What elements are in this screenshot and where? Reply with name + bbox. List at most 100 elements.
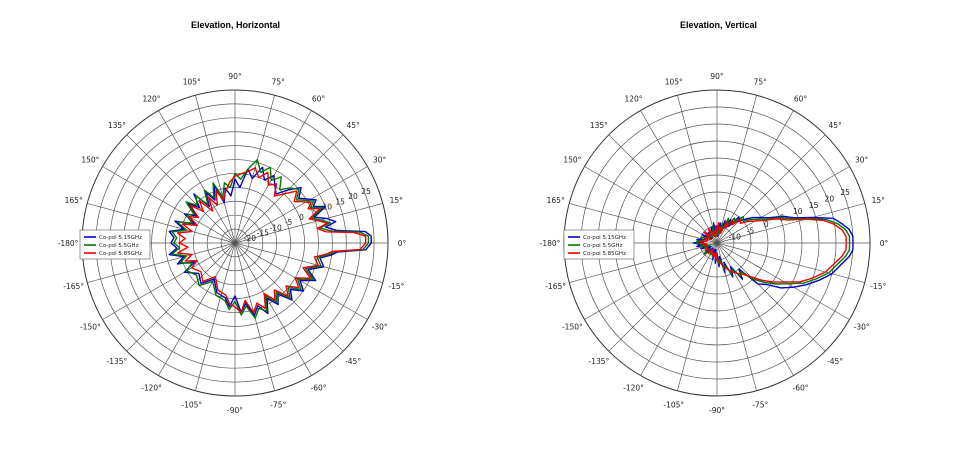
grid-spoke — [234, 95, 275, 244]
angle-tick-label: -120° — [623, 384, 644, 393]
legend-label: Co-pol 5.15GHz — [583, 235, 626, 241]
grid-spoke — [716, 242, 850, 320]
legend: Co-pol 5.15GHz Co-pol 5.5GHz Co-pol 5.85GH… — [79, 229, 151, 260]
angle-tick-label: -165° — [545, 282, 566, 291]
angle-tick-label: -60° — [793, 384, 809, 393]
angle-tick-label: 135° — [108, 121, 126, 130]
radial-tick-label: 0 — [764, 220, 769, 229]
angle-tick-label: -180° — [58, 239, 79, 248]
angle-tick-label: 30° — [373, 156, 387, 165]
angle-tick-label: 30° — [855, 156, 869, 165]
angle-tick-label: 135° — [590, 121, 608, 130]
grid-spoke — [716, 134, 826, 244]
angle-tick-label: -75° — [270, 400, 286, 409]
radial-tick-label: 20 — [825, 194, 835, 203]
series-line-2 — [695, 215, 851, 285]
angle-tick-label: 150° — [81, 156, 99, 165]
chart-vertical: Elevation, Vertical 0° 15° 30° 45° 60° 75° 90°… — [480, 0, 959, 459]
legend: Co-pol 5.15GHz Co-pol 5.5GHz Co-pol 5.85GH… — [563, 229, 635, 260]
radial-tick-label: 25 — [361, 187, 371, 196]
grid-spoke — [195, 242, 236, 391]
angle-tick-label: -120° — [141, 384, 162, 393]
angle-tick-label: 75° — [272, 78, 286, 87]
polar-plot-horizontal: 0° 15° 30° 45° 60° 75° 90° 105° 120° 135° 150° 165°… — [58, 72, 407, 415]
angle-tick-label: -90° — [227, 406, 243, 415]
grid-spoke — [716, 242, 794, 376]
grid-spoke — [195, 95, 236, 244]
angle-tick-label: -15° — [388, 282, 404, 291]
radial-tick-label: 15 — [335, 197, 345, 206]
angle-tick-label: 60° — [794, 94, 808, 103]
angle-tick-label: 150° — [563, 156, 581, 165]
grid-spoke — [716, 203, 865, 244]
grid-spoke — [716, 242, 865, 283]
chart-title: Elevation, Vertical — [679, 20, 758, 30]
angle-tick-label: 105° — [665, 78, 683, 87]
angle-tick-label: -90° — [709, 406, 725, 415]
grid-spoke — [234, 203, 383, 244]
series-line-2 — [171, 159, 370, 319]
angle-tick-label: -75° — [752, 400, 768, 409]
angle-tick-label: -30° — [372, 323, 388, 332]
angle-tick-label: 90° — [228, 72, 242, 81]
legend-label: Co-pol 5.85GHz — [99, 251, 142, 257]
grid-spoke — [608, 134, 718, 244]
angle-tick-label: 15° — [390, 196, 404, 205]
grid-spoke — [158, 110, 236, 244]
angle-tick-label: 90° — [710, 72, 724, 81]
radial-tick-label: -10 — [729, 233, 741, 242]
angle-tick-label: 60° — [312, 94, 326, 103]
radial-tick-label: -5 — [285, 218, 293, 227]
radial-tick-label: 20 — [348, 192, 358, 201]
angle-tick-label: -45° — [345, 357, 361, 366]
angle-tick-label: 45° — [828, 121, 842, 130]
grid-spoke — [102, 166, 236, 244]
legend-label: Co-pol 5.5GHz — [583, 243, 623, 249]
grid-spoke — [234, 242, 312, 376]
grid-spoke — [234, 134, 344, 244]
angle-tick-label: 15° — [872, 196, 886, 205]
angle-tick-label: 105° — [183, 78, 201, 87]
legend-label: Co-pol 5.15GHz — [99, 235, 142, 241]
radial-tick-label: 0 — [299, 213, 304, 222]
grid-spoke — [584, 166, 718, 244]
angle-tick-label: 165° — [65, 196, 83, 205]
angle-tick-label: 0° — [880, 239, 889, 248]
angle-tick-label: -45° — [827, 357, 843, 366]
radial-tick-label: 25 — [840, 188, 850, 197]
chart-title: Elevation, Horizontal — [190, 20, 280, 30]
angle-tick-label: -60° — [311, 384, 327, 393]
grid-spoke — [87, 242, 236, 283]
angle-tick-label: 165° — [547, 196, 565, 205]
radial-tick-label: -10 — [270, 223, 282, 232]
radial-tick-label: 10 — [793, 207, 803, 216]
series-line-3 — [176, 167, 367, 314]
grid-spoke — [569, 242, 718, 283]
angle-tick-label: 75° — [754, 78, 768, 87]
chart-horizontal: Elevation, Horizontal 0° 15° 30° 45° 60° 75° 9… — [0, 0, 479, 459]
series-line-1 — [168, 166, 372, 317]
angle-tick-label: -30° — [854, 323, 870, 332]
radial-tick-label: -15 — [257, 229, 269, 238]
grid-spoke — [569, 203, 718, 244]
series-line-1 — [692, 215, 854, 289]
angle-tick-label: -135° — [107, 357, 128, 366]
radial-tick-label: 5 — [312, 208, 317, 217]
grid-spoke — [87, 203, 236, 244]
grid-spoke — [158, 242, 236, 376]
angle-tick-label: 45° — [346, 121, 360, 130]
angle-tick-label: 120° — [624, 94, 642, 103]
legend-label: Co-pol 5.85GHz — [583, 251, 626, 257]
angle-tick-label: -15° — [870, 282, 886, 291]
grid-spoke — [716, 242, 826, 352]
radial-tick-label: -20 — [244, 234, 256, 243]
grid-spoke — [608, 242, 718, 352]
angle-tick-label: -150° — [562, 323, 583, 332]
grid-spoke — [716, 95, 757, 244]
grid-spoke — [234, 242, 383, 283]
grid-spoke — [677, 95, 718, 244]
angle-tick-label: -165° — [63, 282, 84, 291]
angle-tick-label: -180° — [540, 239, 561, 248]
grid-spoke — [102, 242, 236, 320]
radial-tick-label: -5 — [747, 226, 755, 235]
